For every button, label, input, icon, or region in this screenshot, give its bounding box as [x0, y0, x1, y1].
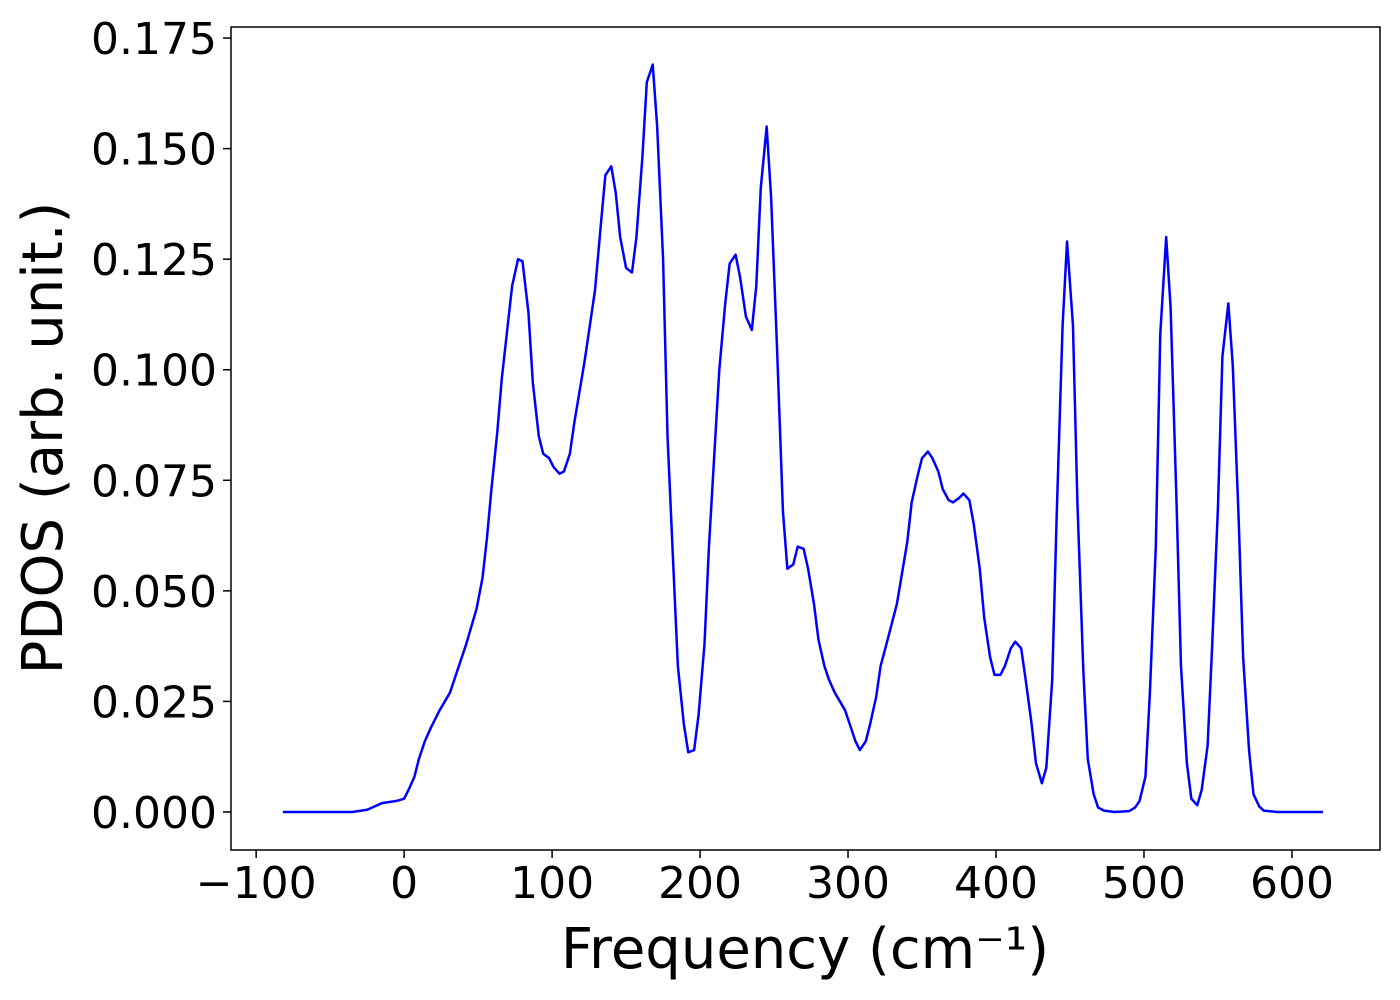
- data-line: [282, 63, 1324, 814]
- y-tick-label: 0.000: [91, 788, 217, 839]
- x-tick-label: 400: [954, 858, 1038, 909]
- y-tick-label: 0.150: [91, 125, 217, 176]
- x-tick-label: −100: [196, 858, 317, 909]
- y-tick-label: 0.100: [91, 346, 217, 397]
- x-tick-label: 300: [806, 858, 890, 909]
- y-axis-label: PDOS (arb. unit.): [11, 202, 76, 675]
- x-tick-label: 100: [510, 858, 594, 909]
- x-tick-label: 200: [658, 858, 742, 909]
- y-tick-label: 0.175: [91, 14, 217, 65]
- x-tick-label: 600: [1250, 858, 1334, 909]
- x-tick-label: 0: [390, 858, 418, 909]
- y-tick-label: 0.075: [91, 456, 217, 507]
- plot-frame: [230, 26, 1381, 851]
- y-tick-label: 0.125: [91, 235, 217, 286]
- x-tick-label: 500: [1102, 858, 1186, 909]
- y-tick-label: 0.050: [91, 567, 217, 618]
- y-tick-label: 0.025: [91, 677, 217, 728]
- x-axis-label: Frequency (cm⁻¹): [561, 917, 1049, 982]
